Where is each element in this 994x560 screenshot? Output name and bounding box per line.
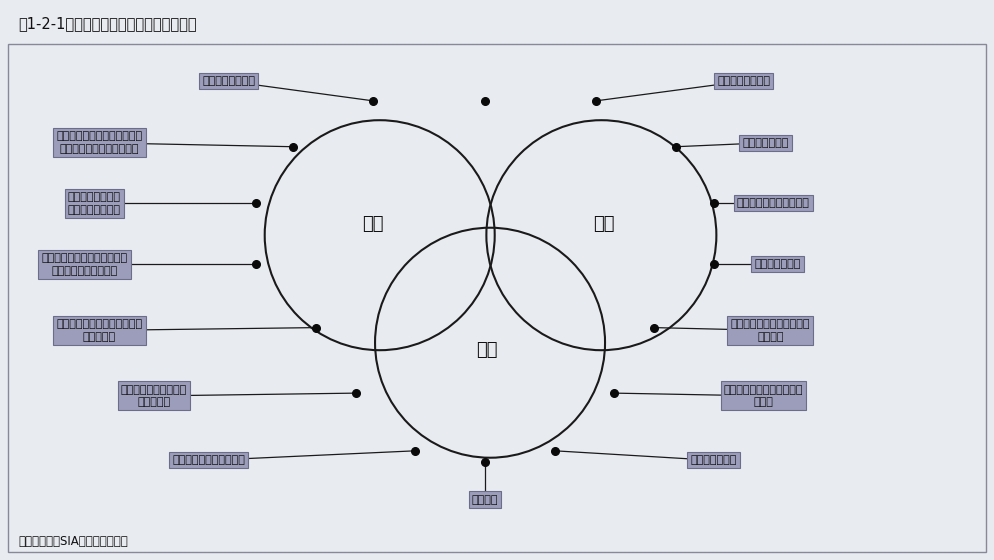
Text: 生産資本の維持: 生産資本の維持 bbox=[743, 138, 788, 148]
Text: 同じ世代、異なる世代間での
連帯の促進: 同じ世代、異なる世代間での 連帯の促進 bbox=[57, 319, 142, 342]
Text: 図1-2-1　持続可能性に関する３つの側面: 図1-2-1 持続可能性に関する３つの側面 bbox=[18, 16, 197, 31]
Text: 競争力と革新能力の向上: 競争力と革新能力の向上 bbox=[737, 198, 810, 208]
Text: 環境: 環境 bbox=[476, 341, 498, 359]
Text: 市場原理の追求: 市場原理の追求 bbox=[754, 259, 800, 269]
Text: 収入と雇用の増進: 収入と雇用の増進 bbox=[717, 76, 770, 86]
Text: 資料：スイスSIAより環境省作成: 資料：スイスSIAより環境省作成 bbox=[18, 535, 128, 548]
Text: 文化、社会的遺産
社会的資源の促進: 文化、社会的遺産 社会的資源の促進 bbox=[68, 192, 121, 214]
Text: 環境災害の軽減: 環境災害の軽減 bbox=[691, 455, 737, 465]
Text: 社会: 社会 bbox=[362, 215, 384, 233]
Text: 経済: 経済 bbox=[593, 215, 615, 233]
Text: 公害防止: 公害防止 bbox=[472, 494, 498, 505]
Text: 次世代が負担する公的債務
をなくす: 次世代が負担する公的債務 をなくす bbox=[731, 319, 810, 342]
Text: 教育の確保、人としての発展
と個人のアイデンティティ: 教育の確保、人としての発展 と個人のアイデンティティ bbox=[57, 132, 142, 154]
Text: 再生可能資源の利用管理: 再生可能資源の利用管理 bbox=[172, 455, 246, 465]
Text: 再生可能でない資源の利用
の制限: 再生可能でない資源の利用 の制限 bbox=[724, 385, 803, 407]
Text: 法律、法的確実性、平等の権
利下での平等性の保証: 法律、法的確実性、平等の権 利下での平等性の保証 bbox=[42, 253, 127, 276]
Text: 自然の生息地と生物多
様性の維持: 自然の生息地と生物多 様性の維持 bbox=[121, 385, 187, 407]
Text: 健康と安全の促進: 健康と安全の促進 bbox=[202, 76, 255, 86]
